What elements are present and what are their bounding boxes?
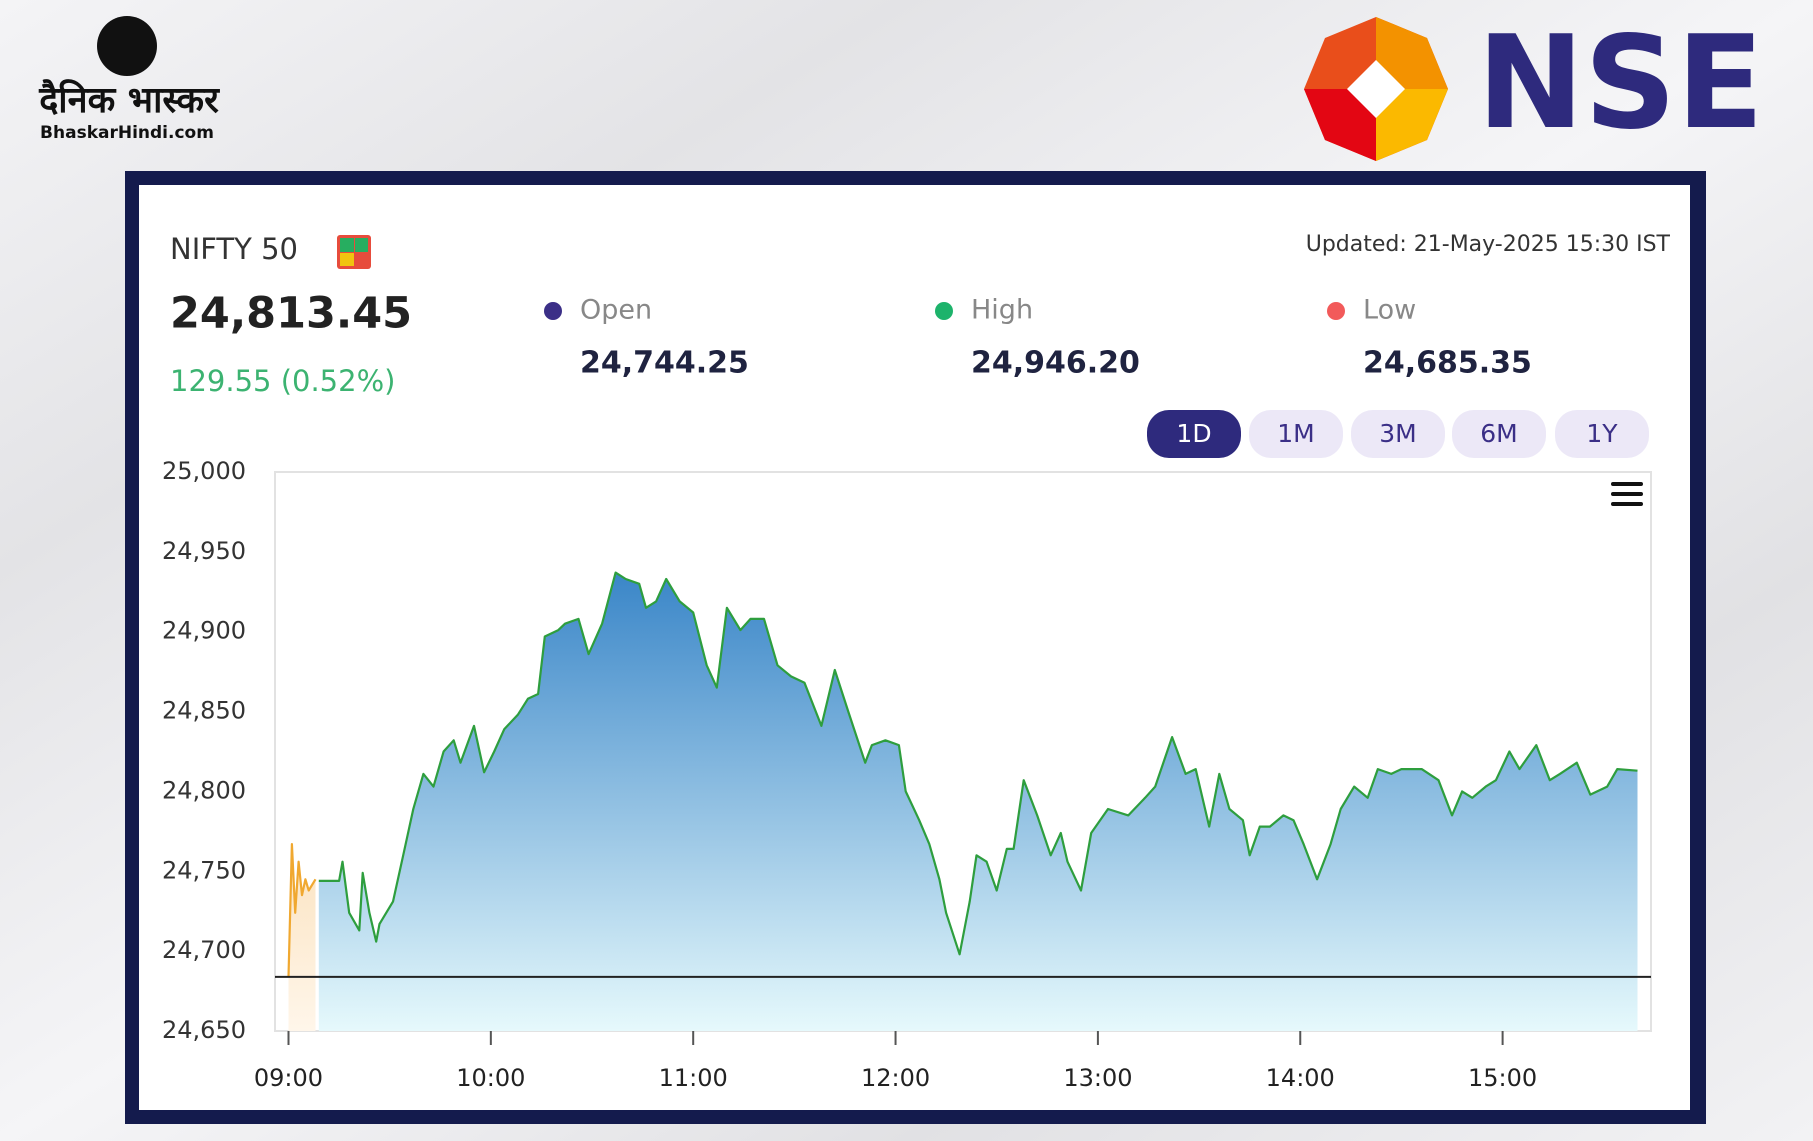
stat-value: 24,685.35 bbox=[1363, 346, 1532, 381]
x-tick-label: 13:00 bbox=[1063, 1064, 1132, 1092]
period-bg bbox=[1555, 410, 1649, 458]
icon-cell bbox=[340, 238, 354, 252]
series-line bbox=[318, 571, 1638, 956]
x-tick-label: 10:00 bbox=[456, 1064, 525, 1092]
period-bg bbox=[1249, 410, 1343, 458]
period-bg bbox=[1351, 410, 1445, 458]
period-button[interactable]: 3M bbox=[1351, 410, 1445, 458]
y-tick-label: 25,000 bbox=[162, 457, 246, 485]
stat-dot bbox=[1327, 302, 1345, 320]
stat-dot bbox=[935, 302, 953, 320]
logo-part bbox=[1376, 89, 1448, 161]
x-tick-label: 15:00 bbox=[1468, 1064, 1537, 1092]
period-label: 1Y bbox=[1586, 419, 1618, 448]
exchange-logo: NSE bbox=[1304, 9, 1764, 161]
chart-menu[interactable] bbox=[1611, 482, 1643, 506]
menu-bar bbox=[1611, 482, 1643, 486]
exchange-name: NSE bbox=[1477, 9, 1764, 158]
icon-cell bbox=[355, 238, 368, 252]
period-button[interactable]: 1D bbox=[1147, 410, 1241, 458]
y-tick-label: 24,750 bbox=[162, 856, 246, 884]
stat-value: 24,744.25 bbox=[580, 346, 749, 381]
stat-dot bbox=[544, 302, 562, 320]
period-button[interactable]: 1M bbox=[1249, 410, 1343, 458]
period-label: 3M bbox=[1379, 419, 1416, 448]
period-label: 6M bbox=[1480, 419, 1517, 448]
y-tick-label: 24,700 bbox=[162, 936, 246, 964]
x-tick-label: 11:00 bbox=[659, 1064, 728, 1092]
area-fill bbox=[318, 572, 1638, 1031]
menu-bar bbox=[1611, 492, 1643, 496]
logo-part bbox=[1347, 60, 1405, 118]
x-tick-label: 09:00 bbox=[254, 1064, 323, 1092]
series-line bbox=[287, 843, 317, 977]
index-icon bbox=[337, 235, 371, 269]
price: 24,813.45 bbox=[170, 289, 412, 339]
stat-label: Open bbox=[580, 295, 652, 326]
publisher-logo: दैनिक भास्कर BhaskarHindi.com bbox=[38, 16, 220, 143]
icon-cell bbox=[340, 253, 354, 266]
period-button[interactable]: 1Y bbox=[1555, 410, 1649, 458]
period-bg bbox=[1147, 410, 1241, 458]
period-bg bbox=[1452, 410, 1546, 458]
y-tick-label: 24,900 bbox=[162, 617, 246, 645]
stat-value: 24,946.20 bbox=[971, 346, 1140, 381]
logo-part bbox=[1376, 17, 1448, 89]
index-name: NIFTY 50 bbox=[170, 232, 298, 266]
change: 129.55 (0.52%) bbox=[170, 364, 395, 398]
stat-label: Low bbox=[1363, 295, 1416, 326]
period-label: 1M bbox=[1277, 419, 1314, 448]
x-tick-label: 14:00 bbox=[1266, 1064, 1335, 1092]
updated: Updated: 21-May-2025 15:30 IST bbox=[1306, 232, 1671, 257]
publisher-name: दैनिक भास्कर bbox=[38, 79, 220, 121]
y-tick-label: 24,800 bbox=[162, 776, 246, 804]
logo-part bbox=[1304, 89, 1376, 161]
menu-bar bbox=[1611, 502, 1643, 506]
publisher-site: BhaskarHindi.com bbox=[40, 123, 214, 143]
period-button[interactable]: 6M bbox=[1452, 410, 1546, 458]
logo-sun bbox=[97, 16, 157, 76]
stat-label: High bbox=[971, 295, 1033, 326]
period-label: 1D bbox=[1176, 419, 1211, 448]
y-tick-label: 24,950 bbox=[162, 537, 246, 565]
y-tick-label: 24,650 bbox=[162, 1016, 246, 1044]
y-tick-label: 24,850 bbox=[162, 697, 246, 725]
x-tick-label: 12:00 bbox=[861, 1064, 930, 1092]
